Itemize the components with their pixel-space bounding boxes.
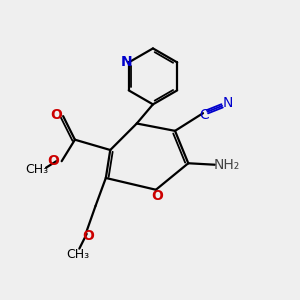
- Text: O: O: [152, 189, 163, 203]
- Text: N: N: [223, 96, 233, 110]
- Text: N: N: [121, 56, 132, 69]
- Text: CH₃: CH₃: [66, 248, 89, 261]
- Text: O: O: [82, 229, 94, 243]
- Text: O: O: [47, 154, 59, 168]
- Text: NH₂: NH₂: [213, 158, 240, 172]
- Text: C: C: [200, 108, 209, 122]
- Text: CH₃: CH₃: [25, 163, 48, 176]
- Text: O: O: [50, 108, 62, 122]
